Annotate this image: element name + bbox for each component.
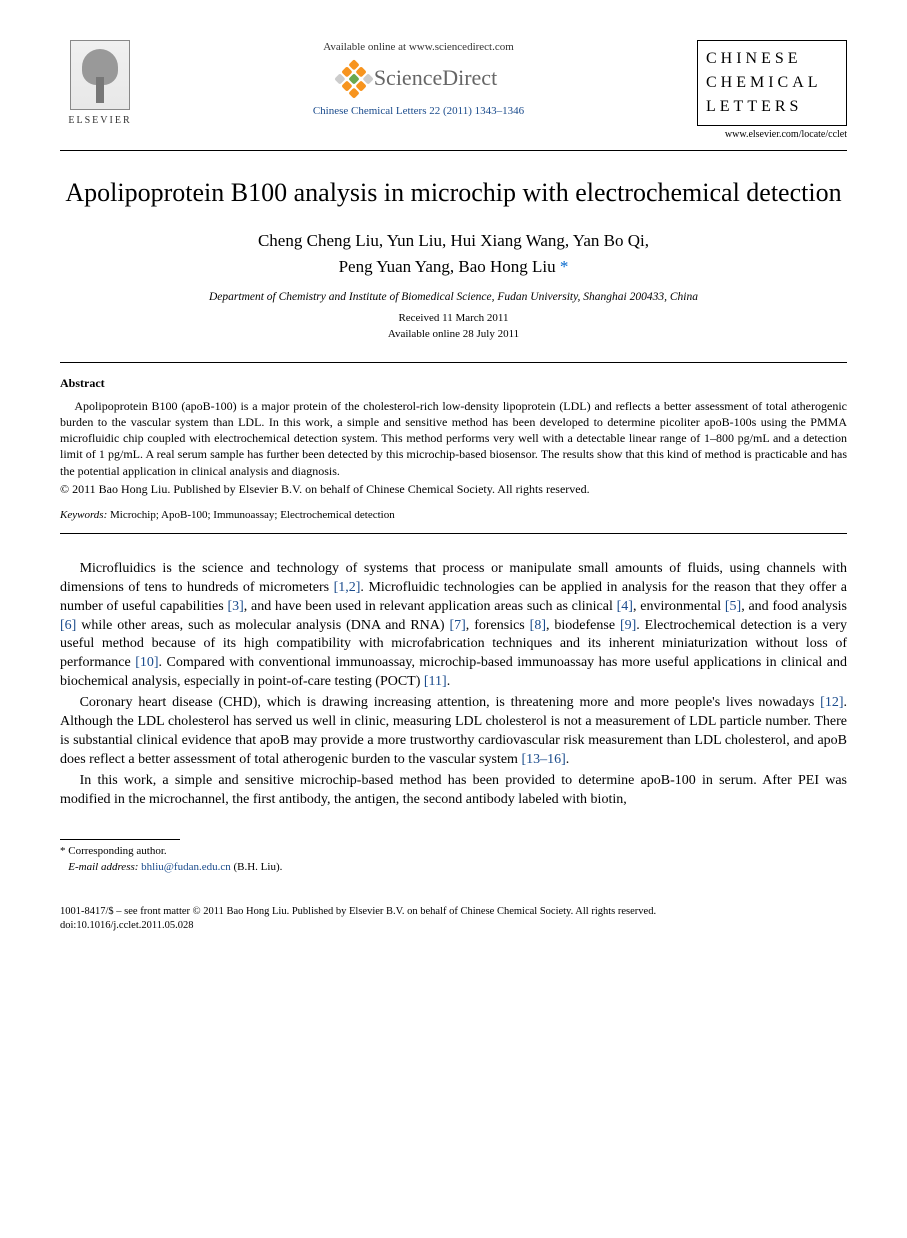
body-text: , and have been used in relevant applica… — [244, 599, 617, 614]
abstract-text: Apolipoprotein B100 (apoB-100) is a majo… — [60, 398, 847, 479]
journal-title-box: Chinese Chemical Letters — [697, 40, 847, 126]
journal-box-line: Chemical — [706, 71, 838, 95]
received-date: Received 11 March 2011 — [398, 312, 508, 324]
corresponding-author-note: * Corresponding author. — [60, 844, 847, 859]
corresponding-star-icon: * — [556, 257, 569, 276]
sciencedirect-dots-icon — [334, 59, 374, 99]
journal-box-line: Letters — [706, 95, 838, 119]
elsevier-tree-icon — [70, 40, 130, 110]
body-text: while other areas, such as molecular ana… — [76, 618, 449, 633]
body-text: , environmental — [633, 599, 725, 614]
article-dates: Received 11 March 2011 Available online … — [60, 311, 847, 342]
citation-link[interactable]: [1,2] — [334, 580, 361, 595]
body-text: . — [566, 752, 570, 767]
email-suffix: (B.H. Liu). — [231, 861, 283, 873]
article-title: Apolipoprotein B100 analysis in microchi… — [60, 175, 847, 210]
journal-box-wrap: Chinese Chemical Letters www.elsevier.co… — [697, 40, 847, 142]
publisher-name: ELSEVIER — [68, 114, 131, 128]
body-paragraph-1: Microfluidics is the science and technol… — [60, 560, 847, 692]
citation-link[interactable]: [11] — [424, 674, 447, 689]
citation-link[interactable]: [12] — [820, 695, 843, 710]
header-rule — [60, 150, 847, 151]
abstract-copyright: © 2011 Bao Hong Liu. Published by Elsevi… — [60, 481, 847, 498]
affiliation: Department of Chemistry and Institute of… — [60, 289, 847, 305]
keywords-label: Keywords: — [60, 509, 107, 521]
front-matter-block: 1001-8417/$ – see front matter © 2011 Ba… — [60, 905, 847, 932]
body-text: . Compared with conventional immunoassay… — [60, 655, 847, 689]
journal-url: www.elsevier.com/locate/cclet — [697, 128, 847, 142]
citation-link[interactable]: [7] — [449, 618, 465, 633]
page-header: ELSEVIER Available online at www.science… — [60, 40, 847, 142]
citation-link[interactable]: [3] — [227, 599, 243, 614]
available-online-text: Available online at www.sciencedirect.co… — [150, 40, 687, 55]
sciencedirect-wordmark: ScienceDirect — [374, 63, 497, 94]
body-text: , and food analysis — [741, 599, 847, 614]
abstract-rule-top — [60, 362, 847, 363]
citation-link[interactable]: [13–16] — [521, 752, 565, 767]
keywords-line: Keywords: Microchip; ApoB-100; Immunoass… — [60, 508, 847, 523]
body-paragraph-2: Coronary heart disease (CHD), which is d… — [60, 694, 847, 770]
email-label: E-mail address: — [68, 861, 141, 873]
body-text: Coronary heart disease (CHD), which is d… — [80, 695, 821, 710]
publisher-logo: ELSEVIER — [60, 40, 140, 128]
front-matter-text: 1001-8417/$ – see front matter © 2011 Ba… — [60, 905, 847, 919]
citation-link[interactable]: [4] — [617, 599, 633, 614]
body-text: , biodefense — [546, 618, 620, 633]
online-date: Available online 28 July 2011 — [388, 328, 519, 340]
journal-reference: Chinese Chemical Letters 22 (2011) 1343–… — [150, 104, 687, 119]
header-center: Available online at www.sciencedirect.co… — [140, 40, 697, 120]
citation-link[interactable]: [5] — [725, 599, 741, 614]
author-list: Cheng Cheng Liu, Yun Liu, Hui Xiang Wang… — [60, 228, 847, 279]
authors-line-2: Peng Yuan Yang, Bao Hong Liu — [339, 257, 556, 276]
journal-box-line: Chinese — [706, 47, 838, 71]
email-line: E-mail address: bhliu@fudan.edu.cn (B.H.… — [60, 860, 847, 875]
body-text: , forensics — [466, 618, 530, 633]
email-address-link[interactable]: bhliu@fudan.edu.cn — [141, 861, 231, 873]
authors-line-1: Cheng Cheng Liu, Yun Liu, Hui Xiang Wang… — [258, 231, 649, 250]
abstract-heading: Abstract — [60, 375, 847, 392]
citation-link[interactable]: [6] — [60, 618, 76, 633]
citation-link[interactable]: [10] — [135, 655, 158, 670]
doi-text: doi:10.1016/j.cclet.2011.05.028 — [60, 919, 847, 933]
footnote-rule — [60, 839, 180, 840]
citation-link[interactable]: [9] — [620, 618, 636, 633]
body-paragraph-3: In this work, a simple and sensitive mic… — [60, 772, 847, 810]
sciencedirect-logo: ScienceDirect — [150, 63, 687, 94]
keywords-list: Microchip; ApoB-100; Immunoassay; Electr… — [107, 509, 394, 521]
body-text: . — [447, 674, 451, 689]
citation-link[interactable]: [8] — [530, 618, 546, 633]
abstract-rule-bottom — [60, 533, 847, 534]
